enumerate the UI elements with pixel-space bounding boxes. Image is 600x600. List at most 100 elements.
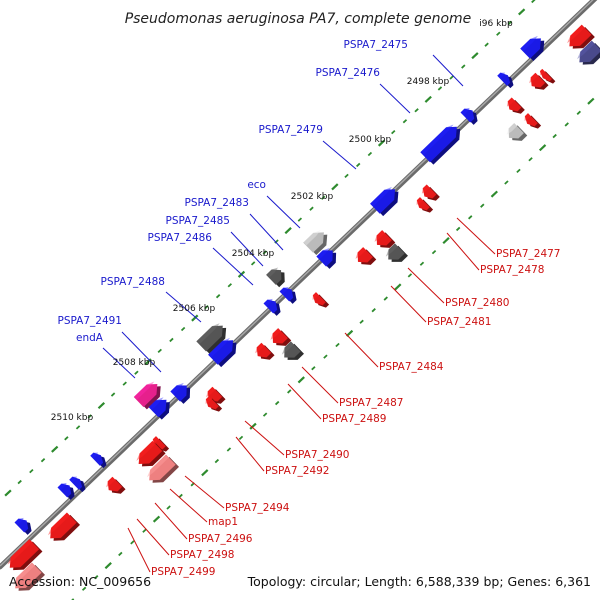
gene-label-reverse[interactable]: PSPA7_2477 xyxy=(496,248,561,260)
gene-feature[interactable] xyxy=(520,33,549,62)
inner-tick-track-mark xyxy=(81,586,87,591)
outer-tick-track-mark xyxy=(484,42,489,47)
feature-highlight xyxy=(7,539,32,565)
feature-highlight xyxy=(374,230,385,242)
gene-label-forward[interactable]: PSPA7_2486 xyxy=(148,232,213,244)
gene-feature[interactable] xyxy=(575,40,600,70)
gene-feature[interactable] xyxy=(203,396,223,415)
gene-label-reverse[interactable]: PSPA7_2480 xyxy=(445,297,510,309)
gene-feature[interactable] xyxy=(5,539,43,576)
gene-feature[interactable] xyxy=(279,341,304,366)
gene-feature[interactable] xyxy=(104,476,126,498)
gene-label-forward[interactable]: PSPA7_2485 xyxy=(166,215,231,227)
feature-highlight xyxy=(57,482,67,491)
outer-tick-track-mark xyxy=(191,314,199,322)
feature-highlight xyxy=(420,124,454,155)
leader-line xyxy=(165,291,202,323)
gene-feature[interactable] xyxy=(527,72,549,94)
gene-label-reverse[interactable]: PSPA7_2484 xyxy=(379,361,444,373)
gene-label-reverse[interactable]: PSPA7_2478 xyxy=(480,264,545,276)
feature-face xyxy=(422,184,437,199)
gene-feature[interactable] xyxy=(497,70,516,89)
gene-label-forward[interactable]: PSPA7_2491 xyxy=(58,315,123,327)
gene-feature[interactable] xyxy=(279,284,300,304)
feature-face xyxy=(420,126,457,163)
outer-tick-track-mark xyxy=(402,119,408,124)
inner-tick-track-mark xyxy=(130,540,135,545)
leader-line xyxy=(235,436,265,472)
gene-feature[interactable] xyxy=(372,230,396,253)
gene-label-forward[interactable]: endA xyxy=(76,332,104,344)
gene-label-reverse[interactable]: PSPA7_2489 xyxy=(322,413,387,425)
kbp-marker: 2500 kbp xyxy=(349,135,392,145)
gene-label-forward[interactable]: PSPA7_2488 xyxy=(101,276,166,288)
gene-feature[interactable] xyxy=(170,380,195,405)
inner-tick-track-mark xyxy=(359,319,364,324)
gene-feature[interactable] xyxy=(316,245,341,270)
gene-feature[interactable] xyxy=(14,515,35,535)
gene-feature[interactable] xyxy=(383,243,408,268)
feature-face xyxy=(9,539,40,568)
gene-label-reverse[interactable]: PSPA7_2498 xyxy=(170,549,235,561)
gene-features xyxy=(5,24,600,596)
feature-face xyxy=(579,40,600,63)
gene-feature[interactable] xyxy=(303,227,332,256)
gene-feature[interactable] xyxy=(57,480,78,500)
gene-feature[interactable] xyxy=(10,562,46,596)
gene-feature[interactable] xyxy=(208,335,241,368)
gene-label-forward[interactable]: PSPA7_2479 xyxy=(259,124,324,136)
inner-tick-track-mark xyxy=(226,447,232,452)
gene-label-reverse[interactable]: PSPA7_2487 xyxy=(339,397,404,409)
gene-feature[interactable] xyxy=(266,265,289,288)
gene-feature[interactable] xyxy=(370,184,403,217)
gene-feature[interactable] xyxy=(420,121,465,165)
gene-feature[interactable] xyxy=(522,113,542,132)
gene-label-forward[interactable]: eco xyxy=(247,179,266,191)
gene-label-reverse[interactable]: PSPA7_2490 xyxy=(285,449,350,461)
gene-feature[interactable] xyxy=(69,474,88,493)
gene-feature[interactable] xyxy=(505,97,525,117)
feature-face xyxy=(520,38,541,59)
inner-tick-track-mark xyxy=(394,283,402,291)
feature-face xyxy=(370,189,396,214)
feature-face xyxy=(530,72,546,88)
gene-feature[interactable] xyxy=(204,386,226,408)
leader-line xyxy=(344,332,379,368)
inner-tick-track-mark xyxy=(287,389,292,394)
gene-feature[interactable] xyxy=(45,512,81,546)
gene-feature[interactable] xyxy=(310,292,330,311)
gene-feature[interactable] xyxy=(414,197,434,216)
gene-feature[interactable] xyxy=(90,450,109,469)
gene-feature[interactable] xyxy=(504,123,528,146)
kbp-marker: 2508 kbp xyxy=(113,358,156,368)
outer-tick-track-mark xyxy=(471,52,479,60)
gene-label-forward[interactable]: PSPA7_2475 xyxy=(344,39,409,51)
gene-feature[interactable] xyxy=(253,342,275,364)
gene-feature[interactable] xyxy=(420,184,440,204)
outer-tick-track-mark xyxy=(157,348,162,353)
feature-highlight xyxy=(206,386,216,398)
gene-label-reverse[interactable]: PSPA7_2492 xyxy=(265,465,330,477)
gene-feature[interactable] xyxy=(263,296,284,316)
gene-feature[interactable] xyxy=(565,24,595,54)
gene-feature[interactable] xyxy=(144,454,180,488)
leader-line xyxy=(102,347,136,379)
gene-label-reverse[interactable]: PSPA7_2481 xyxy=(427,316,492,328)
outer-tick-track-mark xyxy=(215,294,221,299)
gene-feature[interactable] xyxy=(353,247,377,270)
gene-feature[interactable] xyxy=(148,394,175,420)
gene-feature[interactable] xyxy=(538,68,556,86)
gene-label-reverse[interactable]: PSPA7_2499 xyxy=(151,566,216,578)
gene-feature[interactable] xyxy=(460,105,481,125)
gene-label-forward[interactable]: PSPA7_2483 xyxy=(185,197,250,209)
feature-highlight xyxy=(90,452,99,459)
gene-feature[interactable] xyxy=(268,328,292,351)
outer-tick-track-mark xyxy=(309,206,314,211)
gene-feature[interactable] xyxy=(134,440,166,472)
gene-label-forward[interactable]: PSPA7_2476 xyxy=(316,67,381,79)
gene-label-reverse[interactable]: map1 xyxy=(208,516,238,528)
gene-feature[interactable] xyxy=(133,378,166,410)
gene-feature[interactable] xyxy=(196,320,231,354)
gene-label-reverse[interactable]: PSPA7_2494 xyxy=(225,502,290,514)
gene-label-reverse[interactable]: PSPA7_2496 xyxy=(188,533,253,545)
